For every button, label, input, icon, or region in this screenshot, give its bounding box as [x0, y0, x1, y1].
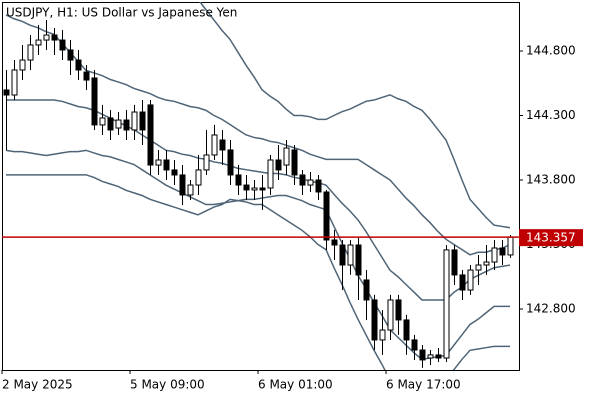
candle-body	[139, 111, 146, 131]
candle-body	[243, 184, 250, 191]
candle-body	[147, 104, 154, 166]
candle-body	[187, 184, 194, 196]
candle-body	[275, 159, 282, 171]
candle-body	[339, 244, 346, 266]
x-tick-label: 6 May 17:00	[386, 378, 461, 392]
y-tick-label: 143.800	[526, 173, 576, 187]
candle-body	[507, 236, 514, 256]
candle-body	[107, 117, 114, 131]
candle-body	[51, 34, 58, 41]
band-line	[5, 149, 510, 361]
candle-body	[203, 154, 210, 171]
candle-body	[219, 139, 226, 151]
candle-body	[123, 119, 130, 131]
plot-area	[3, 2, 514, 370]
candle-body	[403, 319, 410, 341]
band-line	[6, 174, 510, 370]
candle-body	[227, 149, 234, 176]
candle-body	[67, 49, 74, 61]
candle-body	[355, 244, 362, 276]
candle-body	[179, 174, 186, 196]
candle-body	[75, 59, 82, 71]
y-tick-label: 144.300	[526, 108, 576, 122]
y-tick-label: 144.800	[526, 44, 576, 58]
candle-body	[35, 39, 42, 46]
candle-body	[347, 244, 354, 266]
candle-body	[435, 354, 442, 359]
candle-body	[419, 349, 426, 361]
candle-body	[131, 111, 138, 131]
candle-body	[195, 169, 202, 186]
candle-body	[59, 39, 66, 51]
x-tick-label: 2 May 2025	[2, 378, 73, 392]
candle-body	[427, 354, 434, 359]
candle-body	[91, 77, 98, 126]
candle-body	[323, 191, 330, 241]
candle-body	[155, 159, 162, 166]
candle-body	[19, 59, 26, 71]
candle-body	[267, 159, 274, 189]
current-price-tag	[519, 229, 583, 247]
plot-frame	[2, 2, 520, 371]
candle-body	[99, 117, 106, 126]
y-tick-label: 142.800	[526, 301, 576, 315]
chart-title: USDJPY, H1: US Dollar vs Japanese Yen	[6, 6, 237, 20]
candle-body	[235, 174, 242, 186]
current-price-label: 143.357	[526, 231, 576, 245]
candle-body	[379, 329, 386, 341]
candle-body	[11, 69, 18, 96]
candle-body	[491, 247, 498, 263]
candle-body	[211, 134, 218, 156]
candle-body	[395, 299, 402, 321]
candle-body	[115, 119, 122, 129]
candle-body	[3, 89, 10, 96]
candle-body	[371, 299, 378, 341]
band-line	[6, 99, 511, 301]
candle-body	[291, 149, 298, 176]
candle-body	[83, 71, 90, 81]
candle-body	[499, 247, 506, 256]
candle-body	[411, 339, 418, 351]
candle-body	[307, 179, 314, 186]
candle-body	[459, 274, 466, 291]
candle-body	[43, 34, 50, 41]
candle-body	[443, 249, 450, 359]
candle-body	[163, 159, 170, 171]
band-line	[5, 14, 511, 256]
candle-body	[251, 187, 258, 191]
candle-body	[283, 147, 290, 166]
candle-body	[467, 269, 474, 291]
candle-body	[451, 249, 458, 276]
x-tick-label: 5 May 09:00	[130, 378, 205, 392]
x-tick-label: 6 May 01:00	[258, 378, 333, 392]
candle-body	[387, 299, 394, 331]
candle-body	[27, 44, 34, 61]
candle-body	[171, 169, 178, 176]
candle-body	[483, 261, 490, 266]
candle-body	[363, 279, 370, 301]
candle-body	[475, 264, 482, 271]
candle-body	[331, 239, 338, 246]
candle-body	[259, 187, 266, 191]
band-line	[199, 2, 511, 229]
candle-body	[315, 179, 322, 193]
candle-body	[299, 174, 306, 186]
